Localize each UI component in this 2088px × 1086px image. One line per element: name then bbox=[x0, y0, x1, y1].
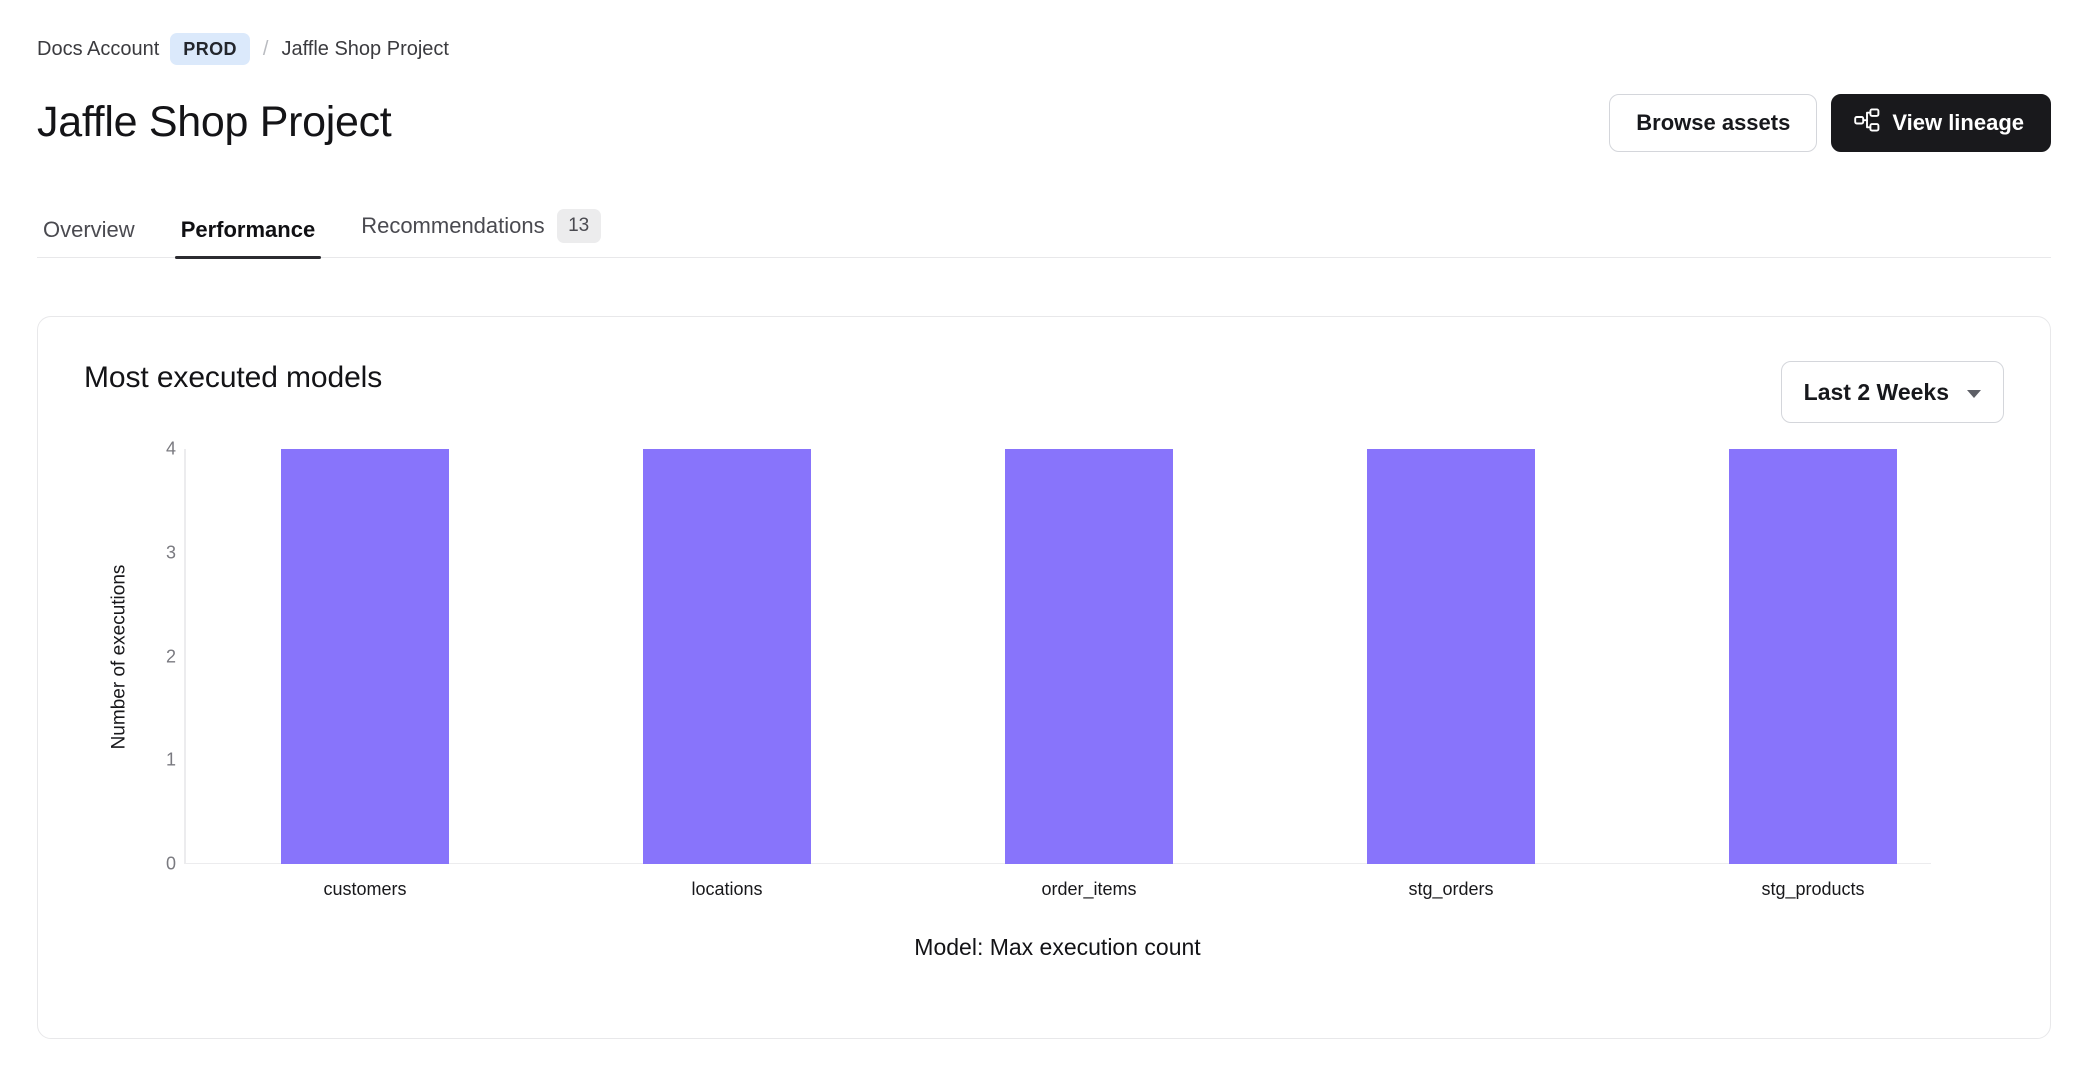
x-axis-tick-label: customers bbox=[323, 879, 407, 899]
y-axis-title: Number of executions bbox=[108, 564, 130, 749]
browse-assets-label: Browse assets bbox=[1636, 110, 1791, 135]
breadcrumb-current-project[interactable]: Jaffle Shop Project bbox=[281, 37, 449, 60]
x-axis-tick-label: stg_products bbox=[1761, 879, 1865, 899]
chevron-down-icon bbox=[1967, 389, 1981, 398]
bar-series bbox=[184, 449, 1994, 864]
tab-performance[interactable]: Performance bbox=[174, 217, 322, 259]
card-header: Most executed models Last 2 Weeks bbox=[84, 361, 2004, 423]
x-axis-tick-label: order_items bbox=[1041, 879, 1137, 899]
breadcrumb: Docs Account PROD / Jaffle Shop Project bbox=[37, 32, 2051, 66]
y-axis-tick-label: 4 bbox=[165, 438, 176, 459]
page-header: Jaffle Shop Project Browse assets View l… bbox=[37, 92, 2051, 154]
browse-assets-button[interactable]: Browse assets bbox=[1609, 94, 1818, 152]
breadcrumb-account[interactable]: Docs Account bbox=[37, 37, 160, 60]
tab-recommendations[interactable]: Recommendations 13 bbox=[355, 209, 606, 257]
header-actions: Browse assets View lineage bbox=[1609, 94, 2051, 152]
y-axis-line bbox=[184, 449, 186, 864]
y-axis-tick-label: 1 bbox=[165, 749, 176, 770]
bar-order_items[interactable] bbox=[1005, 449, 1173, 864]
bar-customers[interactable] bbox=[281, 449, 449, 864]
bar-stg_products[interactable] bbox=[1729, 449, 1897, 864]
breadcrumb-separator: / bbox=[262, 37, 269, 60]
y-axis-ticks: 0 1 2 3 4 bbox=[146, 439, 176, 874]
view-lineage-button[interactable]: View lineage bbox=[1831, 94, 2051, 152]
bar-locations[interactable] bbox=[643, 449, 811, 864]
x-axis-tick-labels: customers locations order_items stg_orders s… bbox=[184, 879, 1994, 900]
recommendations-count-badge: 13 bbox=[556, 209, 601, 243]
time-range-select[interactable]: Last 2 Weeks bbox=[1780, 361, 2004, 423]
bar-slot bbox=[184, 449, 546, 864]
bar-chart: Number of executions 0 1 2 3 4 customers loca… bbox=[84, 439, 2004, 960]
bar-slot bbox=[1632, 449, 1994, 864]
tab-recommendations-label: Recommendations bbox=[361, 213, 545, 238]
y-axis-tick-label: 0 bbox=[165, 853, 176, 874]
bar-slot bbox=[546, 449, 908, 864]
most-executed-models-card: Most executed models Last 2 Weeks Number… bbox=[37, 316, 2051, 1039]
lineage-icon bbox=[1854, 108, 1880, 138]
x-axis-tick-label: stg_orders bbox=[1408, 879, 1494, 899]
plot-area: 0 1 2 3 4 bbox=[166, 439, 1994, 874]
tab-overview[interactable]: Overview bbox=[37, 217, 141, 257]
tab-performance-label: Performance bbox=[180, 217, 316, 242]
time-range-value: Last 2 Weeks bbox=[1803, 378, 1949, 405]
y-axis-tick-label: 3 bbox=[165, 542, 176, 563]
bar-slot bbox=[1270, 449, 1632, 864]
bar-stg_orders[interactable] bbox=[1367, 449, 1535, 864]
card-title: Most executed models bbox=[84, 361, 383, 394]
y-axis-tick-label: 2 bbox=[165, 646, 176, 666]
x-axis-title: Model: Max execution count bbox=[914, 934, 1201, 960]
x-axis-tick-label: locations bbox=[691, 879, 763, 899]
tab-bar: Overview Performance Recommendations 13 bbox=[37, 206, 2051, 259]
environment-badge[interactable]: PROD bbox=[170, 33, 250, 65]
page-title: Jaffle Shop Project bbox=[37, 98, 392, 147]
view-lineage-label: View lineage bbox=[1892, 110, 2024, 135]
tab-overview-label: Overview bbox=[43, 217, 135, 242]
bar-slot bbox=[908, 449, 1270, 864]
